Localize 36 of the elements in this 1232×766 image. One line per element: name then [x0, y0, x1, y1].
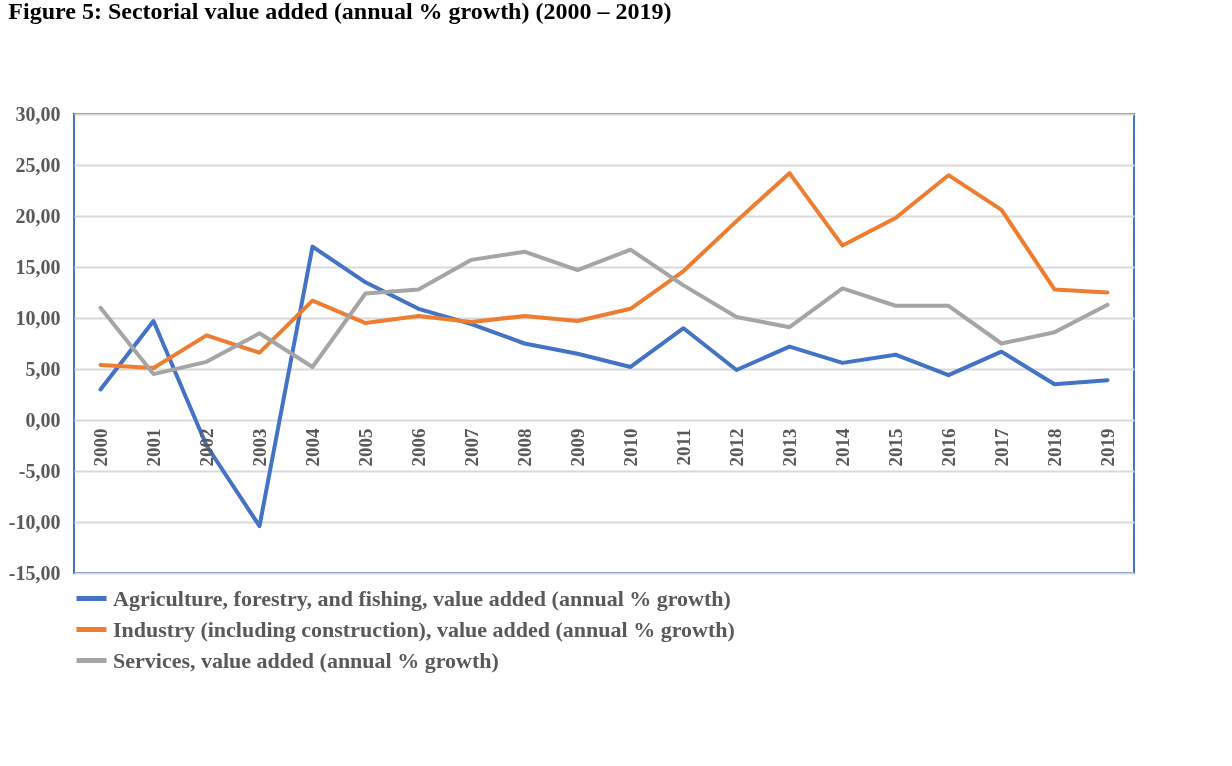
chart-title: Figure 5: Sectorial value added (annual % growth) (2000 – 2019)	[8, 0, 672, 24]
x-tick-label: 2008	[514, 428, 535, 467]
y-tick-label: -5,00	[18, 459, 61, 482]
x-tick-label: 2019	[1097, 428, 1118, 467]
x-tick-label: 2016	[938, 428, 959, 467]
x-tick-label: 2013	[779, 428, 800, 467]
y-tick-label: 15,00	[15, 255, 61, 278]
y-tick-label: 5,00	[25, 357, 61, 380]
x-tick-label: 2004	[302, 428, 323, 467]
x-tick-label: 2001	[143, 428, 164, 467]
x-tick-label: 2009	[567, 428, 588, 467]
legend-label: Services, value added (annual % growth)	[113, 647, 499, 673]
x-tick-label: 2000	[90, 428, 111, 467]
y-tick-label: -10,00	[8, 510, 61, 533]
x-tick-label: 2002	[196, 428, 217, 467]
x-tick-label: 2012	[726, 428, 747, 467]
x-tick-label: 2005	[355, 428, 376, 467]
x-tick-label: 2006	[408, 428, 429, 467]
y-tick-label: 25,00	[15, 153, 61, 176]
line-series	[98, 171, 1110, 370]
x-tick-label: 2003	[249, 428, 270, 467]
legend-label: Agriculture, forestry, and fishing, value added (annual % growth)	[113, 585, 731, 611]
y-tick-label: 20,00	[15, 204, 61, 227]
line-series	[98, 247, 1110, 377]
x-tick-label: 2010	[620, 428, 641, 467]
x-tick-label: 2014	[832, 428, 853, 467]
y-tick-label: 0,00	[25, 408, 61, 431]
y-tick-label: -15,00	[8, 561, 61, 584]
x-tick-label: 2015	[885, 428, 906, 467]
x-tick-label: 2018	[1044, 428, 1065, 467]
y-tick-label: 30,00	[15, 102, 61, 125]
legend-label: Industry (including construction), value added (annual % growth)	[113, 616, 735, 642]
x-tick-label: 2011	[673, 428, 694, 466]
x-tick-label: 2007	[461, 428, 482, 467]
y-tick-label: 10,00	[15, 306, 61, 329]
x-tick-label: 2017	[991, 428, 1012, 467]
